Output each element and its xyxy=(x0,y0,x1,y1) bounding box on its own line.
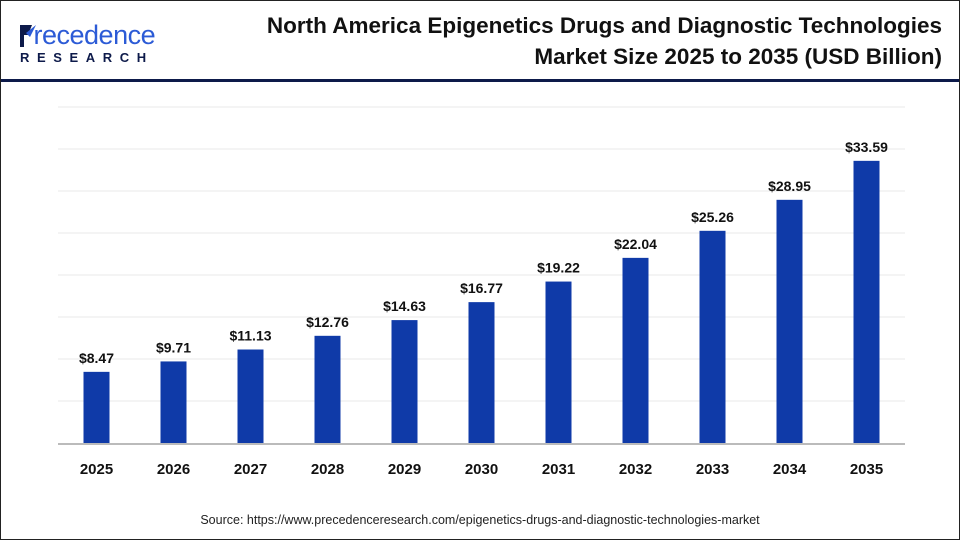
data-label: $19.22 xyxy=(537,260,580,276)
chart-title: North America Epigenetics Drugs and Diag… xyxy=(266,13,942,69)
bar-2027 xyxy=(237,349,264,443)
bar-2029 xyxy=(391,320,418,443)
x-tick-label: 2030 xyxy=(465,461,498,478)
x-tick-label: 2026 xyxy=(157,461,190,478)
data-label: $22.04 xyxy=(614,236,657,252)
x-tick-label: 2032 xyxy=(619,461,652,478)
data-label: $8.47 xyxy=(79,350,114,366)
bar-2028 xyxy=(314,335,341,443)
data-label: $25.26 xyxy=(691,209,734,225)
data-label: $12.76 xyxy=(306,314,349,330)
data-label: $33.59 xyxy=(845,139,888,155)
data-label: $11.13 xyxy=(229,328,271,344)
x-tick-label: 2029 xyxy=(388,461,421,478)
header-divider xyxy=(1,79,959,82)
logo: Precedence RESEARCH xyxy=(20,20,156,65)
data-label: $14.63 xyxy=(383,298,426,314)
x-tick-label: 2027 xyxy=(234,461,267,478)
bar-2032 xyxy=(622,257,649,443)
bar-2035 xyxy=(853,160,880,443)
x-tick-label: 2035 xyxy=(850,461,883,478)
x-tick-label: 2033 xyxy=(696,461,729,478)
logo-mark-icon xyxy=(20,25,36,47)
bar-2025 xyxy=(83,371,110,443)
data-label: $28.95 xyxy=(768,178,811,194)
x-tick-label: 2028 xyxy=(311,461,344,478)
source-text: Source: https://www.precedenceresearch.c… xyxy=(200,513,760,527)
x-tick-label: 2034 xyxy=(773,461,807,478)
data-label: $16.77 xyxy=(460,280,503,296)
bar-2026 xyxy=(160,361,187,443)
bar-2033 xyxy=(699,230,726,443)
data-label: $9.71 xyxy=(156,339,191,355)
bar-2031 xyxy=(545,281,572,443)
x-tick-label: 2031 xyxy=(542,461,575,478)
bar-2034 xyxy=(776,199,803,443)
bar-2030 xyxy=(468,302,495,443)
x-tick-label: 2025 xyxy=(80,461,113,478)
